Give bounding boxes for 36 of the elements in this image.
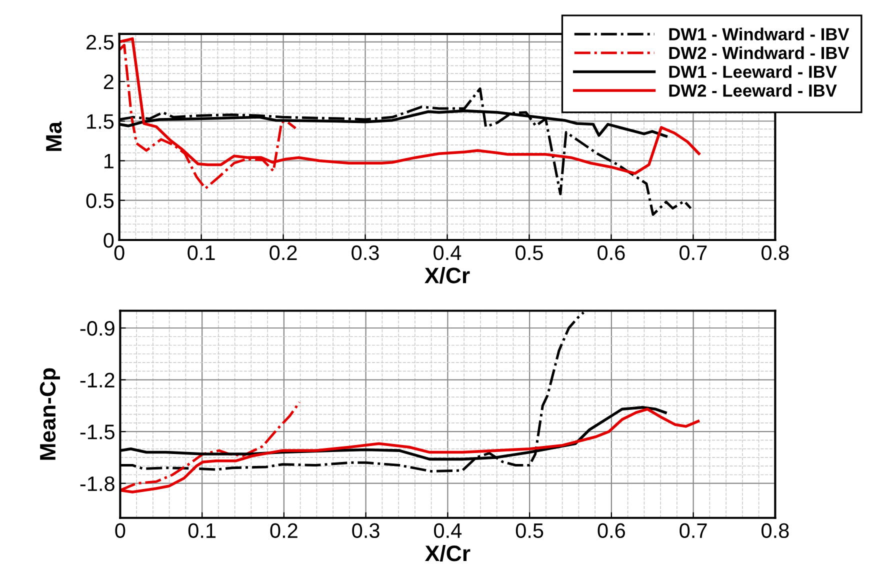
y-tick-label: 1	[104, 154, 114, 168]
x-tick-label: 0.8	[762, 523, 789, 538]
legend-label: DW1 - Windward - IBV	[669, 28, 850, 40]
y-axis-title: Mean-Cp	[40, 368, 60, 460]
y-tick-label: 2	[104, 74, 114, 90]
x-tick-label: 0.5	[516, 245, 543, 260]
x-tick-label: 0.7	[680, 245, 707, 260]
y-tick-label: 1.5	[87, 114, 114, 129]
y-axis-title: Ma	[46, 121, 62, 151]
x-tick-label: 0.6	[598, 523, 626, 538]
y-tick-label: 0.5	[86, 193, 114, 208]
x-tick-label: 0.8	[762, 245, 789, 260]
x-tick-label: 0.5	[516, 523, 544, 538]
y-tick-label: -0.9	[80, 321, 114, 336]
y-tick-label: -1.8	[80, 476, 114, 492]
x-tick-label: 0.1	[188, 523, 216, 538]
x-tick-label: 0	[115, 523, 126, 538]
x-tick-label: 0	[114, 245, 124, 260]
x-tick-label: 0.7	[680, 523, 707, 538]
x-tick-label: 0.3	[352, 523, 380, 538]
legend-label: DW1 - Leeward - IBV	[669, 65, 837, 78]
x-tick-label: 0.3	[352, 245, 379, 260]
x-tick-label: 0.4	[434, 245, 462, 260]
x-axis-title: X/Cr	[425, 544, 470, 562]
y-tick-label: -1.2	[80, 372, 114, 388]
x-tick-label: 0.4	[434, 523, 462, 538]
y-tick-label: -1.5	[80, 424, 114, 440]
legend-label: DW2 - Leeward - IBV	[669, 84, 837, 97]
x-tick-label: 0.2	[270, 523, 298, 538]
x-axis-title: X/Cr	[424, 267, 470, 284]
x-tick-label: 0.2	[270, 245, 297, 260]
y-tick-label: 2.5	[86, 34, 114, 50]
y-tick-label: 0	[104, 232, 114, 248]
legend-label: DW2 - Windward - IBV	[669, 46, 850, 60]
x-tick-label: 0.6	[598, 245, 625, 260]
x-tick-label: 0.1	[188, 245, 215, 260]
